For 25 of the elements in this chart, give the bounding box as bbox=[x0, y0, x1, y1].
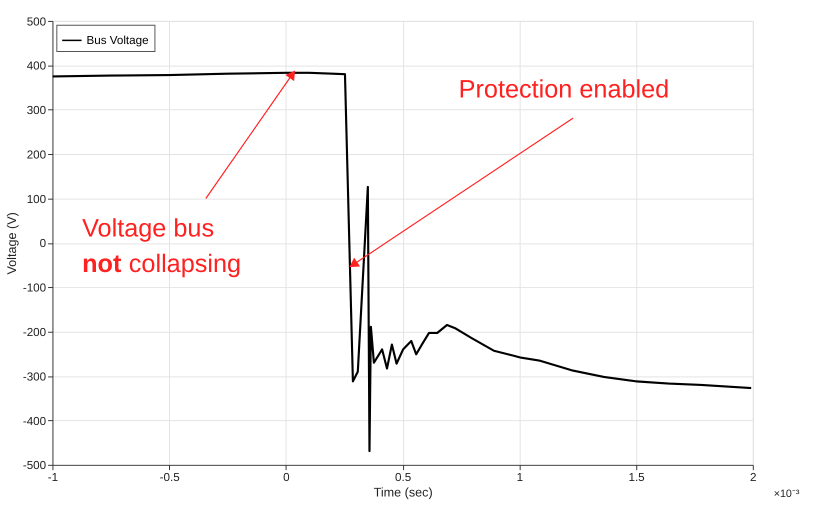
legend-label: Bus Voltage bbox=[86, 34, 149, 48]
x-tick-label: 2 bbox=[750, 470, 757, 484]
x-tick-label: 0 bbox=[283, 470, 290, 484]
y-tick-label: 0 bbox=[40, 237, 47, 250]
annotation: Voltage bus not collapsing bbox=[82, 214, 242, 278]
x-tick-label: 1 bbox=[516, 470, 524, 484]
y-axis-title: Voltage (V) bbox=[5, 212, 20, 275]
y-tick-label: -100 bbox=[22, 282, 47, 295]
text: ×10⁻³ bbox=[774, 488, 800, 500]
line-series bbox=[51, 72, 752, 452]
x-tick-label: 0.5 bbox=[395, 470, 412, 484]
y-tick-label: -500 bbox=[22, 459, 47, 472]
annotation: Protection enabled bbox=[458, 75, 670, 104]
x-tick-label: -1 bbox=[48, 470, 58, 484]
y-tick-label: 100 bbox=[26, 192, 47, 206]
y-tick-label: 300 bbox=[26, 104, 47, 118]
x-tick-label: 1.5 bbox=[628, 470, 645, 484]
y-tick-label: 400 bbox=[26, 60, 47, 73]
y-tick-label: -300 bbox=[22, 370, 47, 384]
x-axis-title: Time (sec) bbox=[374, 485, 433, 500]
y-tick-label: -200 bbox=[22, 326, 47, 340]
x-tick-label: -0.5 bbox=[160, 470, 180, 484]
y-tick-label: -400 bbox=[22, 414, 47, 428]
y-tick-label: 200 bbox=[26, 148, 47, 162]
y-tick-label: 500 bbox=[26, 15, 47, 28]
